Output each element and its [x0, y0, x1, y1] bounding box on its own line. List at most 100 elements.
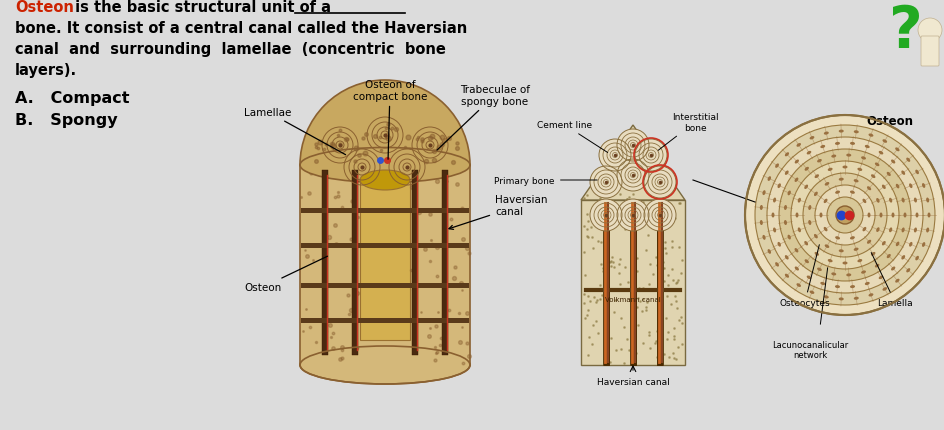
Bar — [442, 171, 448, 355]
Text: bone. It consist of a central canal called the Haversian: bone. It consist of a central canal call… — [15, 21, 467, 36]
Ellipse shape — [876, 199, 880, 203]
Ellipse shape — [867, 240, 871, 244]
Bar — [581, 200, 685, 365]
Ellipse shape — [839, 178, 844, 181]
Ellipse shape — [868, 134, 873, 138]
Ellipse shape — [882, 185, 885, 190]
Ellipse shape — [820, 282, 825, 286]
Ellipse shape — [820, 146, 825, 149]
Ellipse shape — [865, 282, 869, 286]
Circle shape — [791, 162, 899, 269]
Ellipse shape — [861, 271, 866, 274]
Circle shape — [827, 197, 863, 233]
Circle shape — [837, 208, 853, 224]
Circle shape — [918, 19, 942, 43]
Ellipse shape — [875, 163, 880, 167]
Ellipse shape — [879, 276, 884, 280]
Ellipse shape — [798, 198, 801, 203]
Ellipse shape — [914, 228, 917, 233]
Ellipse shape — [810, 291, 815, 294]
Text: Volkmann canal: Volkmann canal — [605, 296, 661, 302]
Ellipse shape — [300, 346, 470, 384]
Ellipse shape — [895, 148, 900, 152]
Ellipse shape — [895, 279, 900, 283]
Ellipse shape — [896, 184, 900, 189]
Ellipse shape — [871, 175, 875, 178]
Ellipse shape — [795, 178, 799, 182]
Text: canal  and  surrounding  lamellae  (concentric  bone: canal and surrounding lamellae (concentr… — [15, 42, 446, 57]
Ellipse shape — [906, 158, 910, 163]
Text: ?: ? — [889, 3, 923, 60]
Ellipse shape — [875, 264, 880, 268]
Ellipse shape — [861, 157, 866, 160]
Circle shape — [635, 140, 667, 172]
Circle shape — [755, 126, 935, 305]
Ellipse shape — [767, 249, 771, 254]
Ellipse shape — [797, 283, 801, 287]
Ellipse shape — [767, 177, 771, 181]
Ellipse shape — [773, 198, 776, 203]
Text: Osteon: Osteon — [15, 0, 74, 15]
Circle shape — [599, 140, 631, 172]
Ellipse shape — [824, 296, 829, 299]
Ellipse shape — [808, 221, 811, 225]
Circle shape — [590, 166, 622, 199]
Bar — [412, 171, 418, 355]
Ellipse shape — [906, 268, 910, 273]
Ellipse shape — [868, 213, 870, 218]
Ellipse shape — [880, 213, 883, 218]
Ellipse shape — [775, 263, 779, 267]
Ellipse shape — [896, 242, 900, 247]
Ellipse shape — [889, 198, 892, 203]
Ellipse shape — [891, 160, 895, 164]
Circle shape — [779, 150, 911, 281]
Ellipse shape — [787, 235, 791, 240]
Circle shape — [815, 186, 875, 246]
Ellipse shape — [787, 191, 791, 196]
Ellipse shape — [902, 198, 904, 203]
Circle shape — [617, 160, 649, 191]
Ellipse shape — [804, 260, 809, 264]
Bar — [301, 243, 469, 249]
Ellipse shape — [868, 294, 873, 297]
Ellipse shape — [804, 185, 808, 190]
Bar — [322, 171, 328, 355]
Text: layers).: layers). — [15, 63, 77, 78]
Ellipse shape — [818, 160, 822, 163]
Ellipse shape — [916, 256, 919, 261]
Ellipse shape — [300, 148, 470, 183]
Ellipse shape — [926, 198, 929, 203]
Ellipse shape — [832, 155, 836, 158]
Ellipse shape — [835, 191, 840, 194]
Ellipse shape — [832, 273, 836, 276]
Bar — [352, 171, 358, 355]
Text: Lamella: Lamella — [871, 253, 913, 307]
Ellipse shape — [853, 297, 859, 300]
Ellipse shape — [796, 213, 799, 218]
Text: B.   Spongy: B. Spongy — [15, 113, 118, 128]
Ellipse shape — [842, 262, 848, 265]
Ellipse shape — [850, 237, 855, 240]
Circle shape — [617, 130, 649, 162]
Ellipse shape — [853, 248, 858, 251]
Ellipse shape — [808, 206, 811, 211]
Ellipse shape — [810, 137, 815, 140]
Ellipse shape — [819, 213, 822, 218]
Ellipse shape — [863, 199, 867, 204]
Ellipse shape — [867, 187, 871, 191]
Ellipse shape — [916, 170, 919, 175]
Ellipse shape — [828, 259, 833, 263]
Text: is the basic structural unit of a: is the basic structural unit of a — [70, 0, 331, 15]
Ellipse shape — [902, 228, 904, 233]
Ellipse shape — [926, 228, 929, 233]
Ellipse shape — [838, 298, 844, 301]
Ellipse shape — [795, 160, 799, 164]
Ellipse shape — [902, 255, 905, 260]
Circle shape — [644, 200, 676, 231]
Text: Osteon of
compact bone: Osteon of compact bone — [353, 80, 428, 160]
Circle shape — [617, 200, 649, 231]
Ellipse shape — [850, 143, 855, 146]
Circle shape — [590, 200, 622, 231]
Ellipse shape — [804, 242, 808, 246]
Circle shape — [803, 174, 887, 258]
